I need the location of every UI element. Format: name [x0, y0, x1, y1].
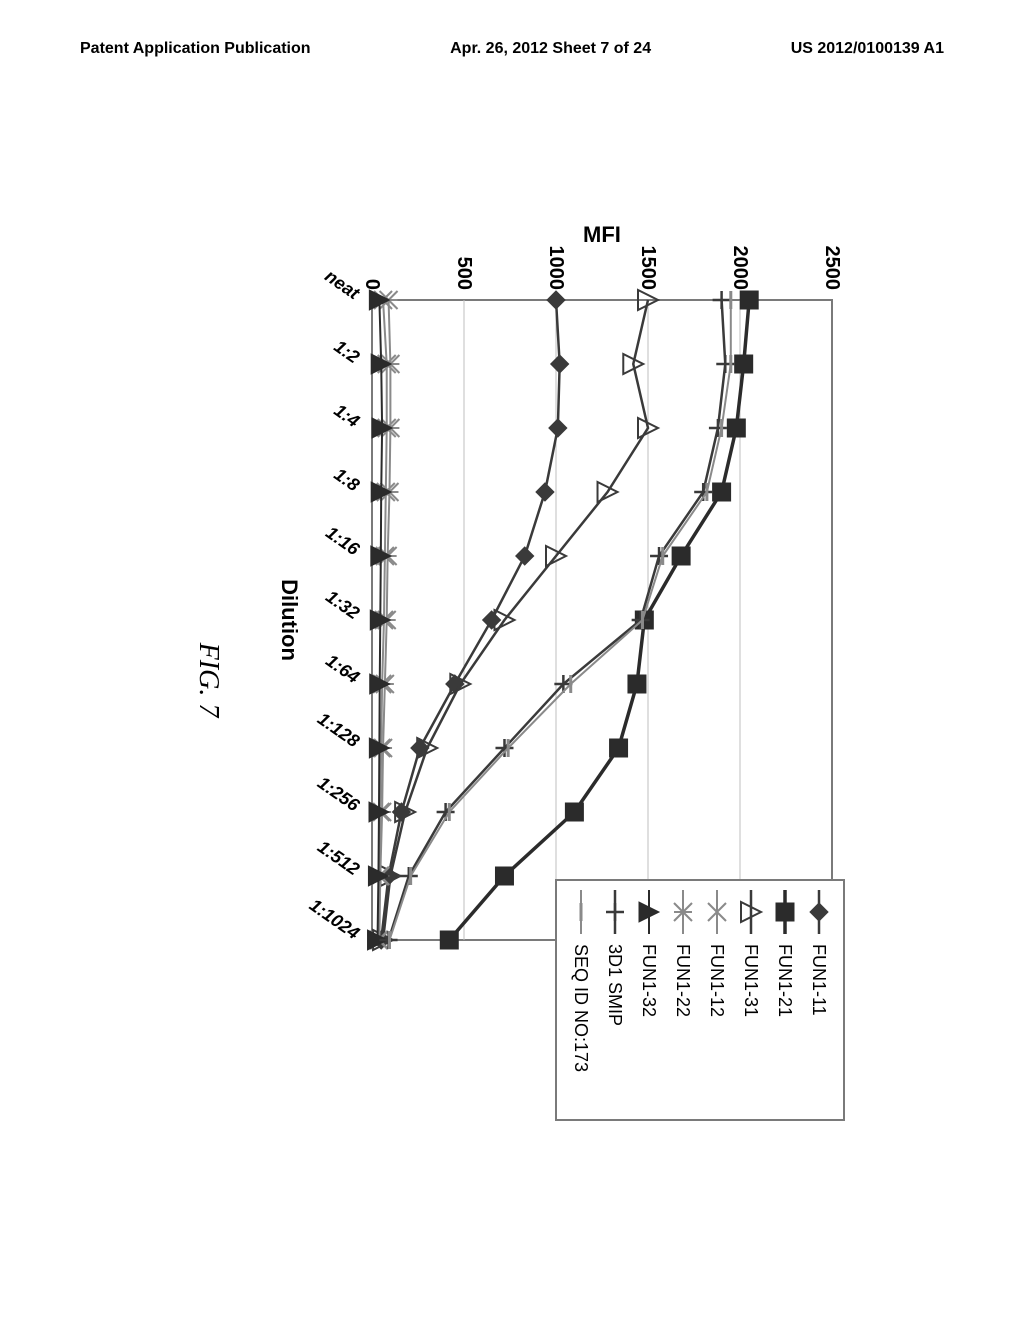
header-right: US 2012/0100139 A1 [791, 40, 944, 58]
svg-text:SEQ ID NO:173: SEQ ID NO:173 [571, 944, 591, 1072]
page-header: Patent Application Publication Apr. 26, … [0, 0, 1024, 78]
header-center: Apr. 26, 2012 Sheet 7 of 24 [450, 40, 651, 58]
svg-text:1:16: 1:16 [322, 522, 364, 560]
svg-text:1:2: 1:2 [330, 336, 363, 367]
svg-text:FUN1-31: FUN1-31 [741, 944, 761, 1017]
svg-text:1:1024: 1:1024 [306, 895, 363, 944]
svg-text:FUN1-32: FUN1-32 [639, 944, 659, 1017]
svg-text:500: 500 [453, 257, 475, 290]
svg-text:1500: 1500 [637, 246, 659, 291]
svg-text:3D1 SMIP: 3D1 SMIP [605, 944, 625, 1026]
svg-text:FUN1-22: FUN1-22 [673, 944, 693, 1017]
svg-text:2000: 2000 [729, 246, 751, 291]
svg-text:1:256: 1:256 [314, 772, 364, 815]
figure-label: FIG. 7 [192, 220, 224, 1140]
svg-text:1:32: 1:32 [322, 586, 363, 623]
svg-text:1:8: 1:8 [330, 464, 363, 495]
svg-text:1:4: 1:4 [330, 400, 363, 431]
svg-text:1:64: 1:64 [322, 650, 363, 687]
figure-container: 0 500 1000 1500 2000 2500 MFI neat 1:2 1:4 1:8 1:16… [172, 220, 852, 1140]
svg-text:neat: neat [321, 266, 364, 304]
svg-text:MFI: MFI [583, 222, 621, 247]
svg-text:2500: 2500 [821, 246, 843, 291]
svg-text:Dilution: Dilution [277, 579, 302, 661]
header-left: Patent Application Publication [80, 40, 311, 58]
svg-text:FUN1-11: FUN1-11 [809, 944, 829, 1016]
svg-text:FUN1-21: FUN1-21 [775, 944, 795, 1017]
mfi-dilution-chart: 0 500 1000 1500 2000 2500 MFI neat 1:2 1:4 1:8 1:16… [232, 220, 852, 1140]
svg-text:0: 0 [361, 279, 383, 290]
svg-text:FUN1-12: FUN1-12 [707, 944, 727, 1017]
svg-text:1:512: 1:512 [314, 836, 363, 879]
svg-text:1:128: 1:128 [314, 708, 363, 751]
svg-text:1000: 1000 [545, 246, 567, 291]
